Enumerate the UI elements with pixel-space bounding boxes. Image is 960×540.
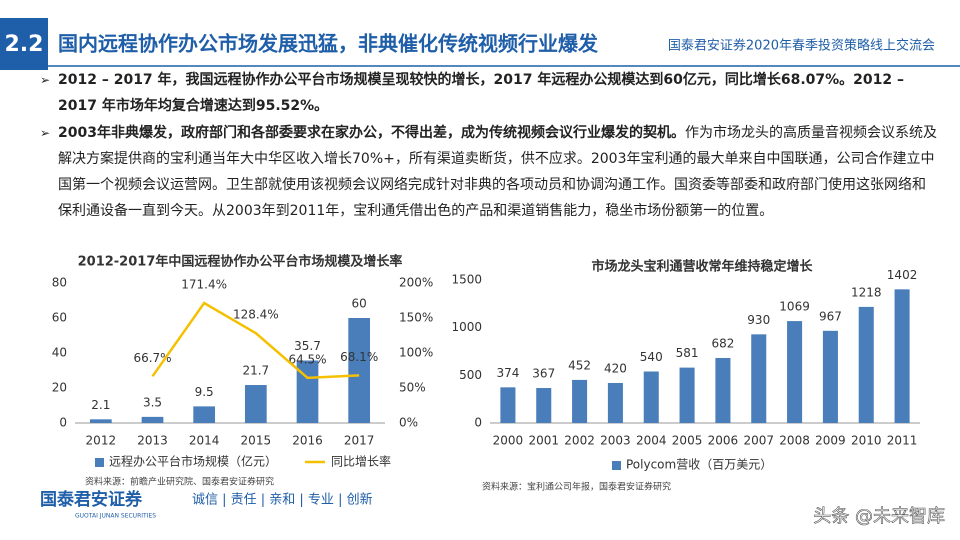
bar bbox=[89, 419, 112, 423]
bar bbox=[715, 357, 731, 423]
bar bbox=[787, 321, 803, 423]
data-label: 682 bbox=[711, 336, 734, 350]
x-tick-label: 2009 bbox=[815, 434, 846, 448]
data-label: 1402 bbox=[887, 268, 918, 282]
bullet: ➢ 2012 – 2017 年，我国远程协作办公平台市场规模呈现较快的增长，201… bbox=[40, 72, 905, 114]
data-label: 540 bbox=[640, 350, 663, 364]
x-tick-label: 2000 bbox=[493, 434, 524, 448]
y-tick-label: 500 bbox=[459, 368, 482, 382]
y-tick-label: 1000 bbox=[451, 320, 482, 334]
y2-tick-label: 50% bbox=[399, 381, 426, 395]
bar bbox=[244, 385, 267, 423]
bar bbox=[858, 306, 874, 423]
data-label: 1218 bbox=[851, 285, 882, 299]
data-label: 930 bbox=[747, 313, 770, 327]
bar bbox=[572, 379, 588, 423]
data-label: 3.5 bbox=[143, 395, 162, 409]
data-label: 2.1 bbox=[91, 398, 110, 412]
y2-tick-label: 150% bbox=[399, 311, 433, 325]
data-label: 64.5% bbox=[288, 352, 326, 366]
y-tick-label: 1500 bbox=[451, 273, 482, 287]
bullet-text: 作为市场龙头的高质量音视频会议系统及解决方案提供商的宝利通当年大中华区收入增长7… bbox=[58, 125, 937, 219]
data-label: 367 bbox=[532, 367, 555, 381]
data-label: 420 bbox=[604, 361, 627, 375]
x-tick-label: 2016 bbox=[292, 434, 323, 448]
line bbox=[151, 301, 360, 380]
x-tick-label: 2001 bbox=[528, 434, 559, 448]
logo: 国泰君安证券 bbox=[40, 489, 143, 510]
bullet-bold: 2012 – 2017 年，我国远程协作办公平台市场规模呈现较快的增长，2017… bbox=[58, 72, 905, 114]
x-tick-label: 2015 bbox=[241, 434, 272, 448]
bar bbox=[751, 334, 767, 423]
x-tick-label: 2003 bbox=[600, 434, 631, 448]
x-tick-label: 2002 bbox=[564, 434, 595, 448]
x-tick-label: 2017 bbox=[344, 434, 375, 448]
y-tick-label: 20 bbox=[52, 381, 67, 395]
y2-tick-label: 0% bbox=[399, 416, 418, 430]
data-label: 1069 bbox=[779, 300, 810, 314]
event-name: 国泰君安证券2020年春季投资策略线上交流会 bbox=[668, 38, 935, 54]
data-label: 9.5 bbox=[195, 385, 214, 399]
bar bbox=[500, 387, 516, 423]
bar bbox=[296, 360, 319, 423]
y-tick-label: 0 bbox=[59, 416, 67, 430]
bar bbox=[679, 367, 695, 423]
chart-title: 市场龙头宝利通营收常年维持稳定增长 bbox=[591, 259, 813, 275]
data-label: 374 bbox=[496, 366, 519, 380]
x-tick-label: 2011 bbox=[887, 434, 918, 448]
x-tick-label: 2005 bbox=[672, 434, 703, 448]
bar bbox=[607, 382, 623, 423]
y-tick-label: 0 bbox=[474, 416, 482, 430]
bar bbox=[536, 388, 552, 423]
x-tick-label: 2013 bbox=[137, 434, 168, 448]
bar bbox=[193, 406, 216, 423]
x-tick-label: 2006 bbox=[708, 434, 739, 448]
source-note: 资料来源：前瞻产业研究院、国泰君安证券研究 bbox=[85, 476, 274, 488]
y-tick-label: 40 bbox=[52, 346, 67, 360]
x-tick-label: 2008 bbox=[779, 434, 810, 448]
legend-label: Polycom营收（百万美元） bbox=[626, 458, 772, 472]
y-tick-label: 80 bbox=[52, 276, 67, 290]
data-label: 171.4% bbox=[181, 278, 227, 292]
y-tick-label: 60 bbox=[52, 311, 67, 325]
data-label: 21.7 bbox=[242, 364, 269, 378]
data-label: 581 bbox=[676, 346, 699, 360]
x-tick-label: 2007 bbox=[743, 434, 774, 448]
data-label: 60 bbox=[352, 297, 367, 311]
legend-swatch bbox=[612, 461, 621, 470]
legend-label: 同比增长率 bbox=[331, 454, 391, 469]
legend-label: 远程办公平台市场规模（亿元） bbox=[109, 454, 277, 469]
bar bbox=[822, 330, 838, 423]
data-label: 68.1% bbox=[340, 350, 378, 364]
x-tick-label: 2012 bbox=[86, 434, 117, 448]
slide-title: 国内远程协作办公市场发展迅猛，非典催化传统视频行业爆发 bbox=[58, 32, 599, 56]
source-note: 资料来源：宝利通公司年报，国泰君安证券研究 bbox=[482, 481, 671, 493]
bar bbox=[141, 416, 164, 423]
data-label: 967 bbox=[819, 309, 842, 323]
bar bbox=[894, 289, 910, 423]
x-tick-label: 2014 bbox=[189, 434, 220, 448]
x-tick-label: 2004 bbox=[636, 434, 667, 448]
watermark: 头条 @未来智库 bbox=[813, 506, 945, 527]
x-tick-label: 2010 bbox=[851, 434, 882, 448]
bar bbox=[348, 318, 371, 423]
y2-tick-label: 100% bbox=[399, 346, 433, 360]
y2-tick-label: 200% bbox=[399, 276, 433, 290]
data-label: 35.7 bbox=[294, 339, 321, 353]
bullet-bold: 2003年非典爆发，政府部门和各部委要求在家办公，不得出差，成为传统视频会议行业… bbox=[58, 125, 685, 141]
data-label: 128.4% bbox=[233, 308, 279, 322]
chart-title: 2012-2017年中国远程协作办公平台市场规模及增长率 bbox=[78, 254, 403, 270]
section-number: 2.2 bbox=[5, 32, 44, 57]
bullet: ➢ 2003年非典爆发，政府部门和各部委要求在家办公，不得出差，成为传统视频会议行… bbox=[40, 125, 937, 219]
logo-en: GUOTAI JUNAN SECURITIES bbox=[75, 513, 156, 520]
section-box bbox=[0, 18, 48, 70]
bar bbox=[643, 371, 659, 423]
legend-swatch bbox=[95, 458, 104, 467]
slogan: 诚信 | 责任 | 亲和 | 专业 | 创新 bbox=[192, 492, 373, 508]
data-label: 452 bbox=[568, 358, 591, 372]
